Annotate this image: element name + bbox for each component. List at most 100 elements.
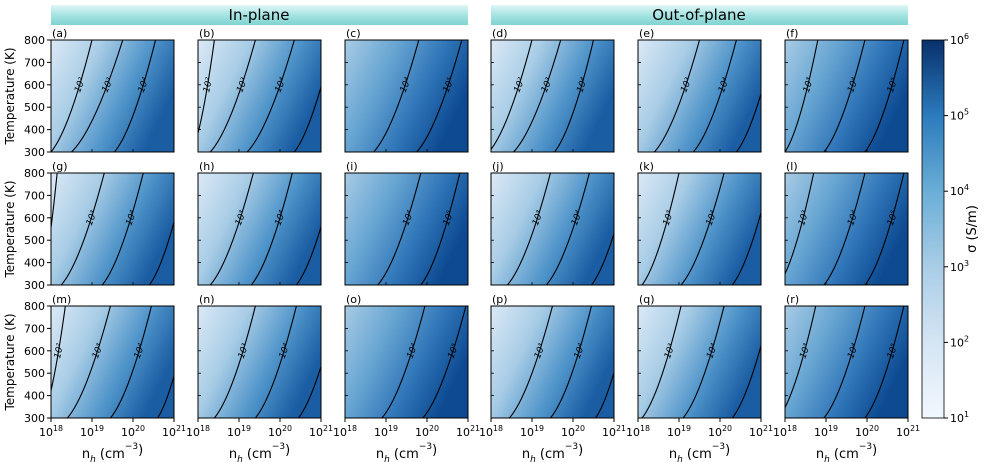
contour-label: 10⁴	[278, 342, 293, 360]
contour-label: 10⁵	[886, 209, 901, 227]
y-axis-label: Temperature (K)	[3, 47, 17, 145]
panel-label: (i)	[346, 160, 358, 173]
heatmap-panel	[785, 306, 908, 418]
panel-label: (k)	[639, 160, 654, 173]
y-tick-label: 400	[24, 124, 45, 137]
heatmap-panel	[638, 40, 761, 152]
contour-label: 10⁴	[705, 342, 720, 360]
y-tick-label: 700	[24, 189, 45, 202]
contour-line	[51, 306, 66, 394]
panel-frame	[344, 39, 469, 153]
panel-label: (d)	[492, 27, 508, 40]
x-tick-label: 1021	[162, 424, 186, 439]
contour-line	[864, 306, 905, 418]
panel-label: (h)	[199, 160, 215, 173]
x-tick-label: 1020	[415, 424, 439, 439]
contour-line	[653, 40, 701, 152]
contour-label: 10²	[202, 76, 215, 93]
contour-label: 10⁴	[846, 342, 861, 360]
heatmap-panel	[345, 173, 468, 285]
contour-line	[254, 306, 297, 418]
panel-label: (n)	[199, 293, 215, 306]
heatmap-panel	[785, 173, 908, 285]
contour-label: 10⁴	[125, 209, 140, 227]
panel-label: (j)	[492, 160, 504, 173]
contour-label: 10⁵	[886, 76, 901, 94]
panel-label: (b)	[199, 27, 215, 40]
y-tick-label: 400	[24, 257, 45, 270]
x-tick-label: 1020	[708, 424, 732, 439]
contour-label: 10³	[797, 209, 811, 227]
heatmap-panel	[198, 173, 321, 285]
contour-label: 10⁴	[274, 209, 289, 227]
x-tick-label: 1018	[773, 424, 797, 439]
contour-line	[157, 373, 174, 418]
x-tick-label: 1021	[896, 424, 920, 439]
x-tick-label: 1018	[186, 424, 210, 439]
heatmap-panel	[638, 306, 761, 418]
panel-frame	[344, 172, 469, 286]
contour-line	[785, 40, 819, 152]
contour-line	[591, 231, 614, 285]
panel-frame	[784, 39, 909, 153]
banner-in-plane	[51, 5, 468, 25]
contour-line	[422, 306, 467, 418]
contour-line	[731, 343, 761, 418]
x-tick-label: 1018	[626, 424, 650, 439]
heatmap-panel	[491, 40, 614, 152]
contour-line	[246, 40, 295, 152]
panel-label: (a)	[52, 27, 67, 40]
panel-label: (g)	[52, 160, 68, 173]
contour-label: 10⁴	[133, 342, 148, 360]
contour-line	[110, 306, 152, 418]
contour-label: 10²	[53, 342, 66, 359]
contour-line	[250, 173, 293, 285]
y-axis-label: Temperature (K)	[3, 180, 17, 278]
panel-frame	[784, 172, 909, 286]
heatmap-panel	[51, 306, 174, 418]
panel-frame	[490, 172, 615, 286]
x-tick-label: 1020	[561, 424, 585, 439]
contour-line	[198, 40, 215, 136]
heatmap-panel	[345, 306, 468, 418]
panel-label: (p)	[492, 293, 508, 306]
x-axis-label: nh (cm−3)	[82, 442, 143, 462]
panel-frame	[50, 305, 175, 419]
x-axis-label: nh (cm−3)	[376, 442, 437, 462]
colorbar-tick-label: 101	[950, 410, 969, 425]
contour-line	[682, 306, 725, 418]
y-tick-label: 700	[24, 322, 45, 335]
contour-line	[416, 40, 463, 152]
panel-label: (q)	[639, 293, 655, 306]
x-axis-label: nh (cm−3)	[816, 442, 877, 462]
x-tick-label: 1021	[456, 424, 480, 439]
contour-line	[595, 370, 614, 418]
colorbar-label: σ (S/m)	[965, 205, 980, 253]
contour-line	[823, 40, 866, 152]
contour-label: 10³	[237, 342, 252, 360]
contour-line	[377, 173, 422, 285]
heatmap-panel	[345, 40, 468, 152]
y-tick-label: 800	[24, 34, 45, 47]
banner-out-of-plane	[491, 5, 908, 25]
contour-line	[545, 173, 590, 285]
contour-line	[641, 173, 680, 285]
x-tick-label: 1020	[855, 424, 879, 439]
colorbar-tick-label: 102	[950, 334, 969, 349]
contour-line	[731, 210, 761, 285]
contour-line	[148, 220, 174, 285]
contour-line	[295, 224, 321, 285]
contour-label: 10³	[799, 342, 813, 360]
contour-label: 10³	[802, 76, 816, 94]
contour-line	[692, 40, 737, 152]
contour-line	[298, 364, 321, 418]
heatmap-panel	[51, 40, 174, 152]
contour-label: 10⁴	[846, 209, 861, 227]
contour-line	[60, 173, 105, 285]
x-tick-label: 1020	[268, 424, 292, 439]
panel-frame	[50, 172, 175, 286]
contour-line	[381, 306, 426, 418]
x-tick-label: 1018	[479, 424, 503, 439]
x-tick-label: 1019	[667, 424, 691, 439]
title-out-of-plane: Out-of-plane	[652, 6, 746, 24]
